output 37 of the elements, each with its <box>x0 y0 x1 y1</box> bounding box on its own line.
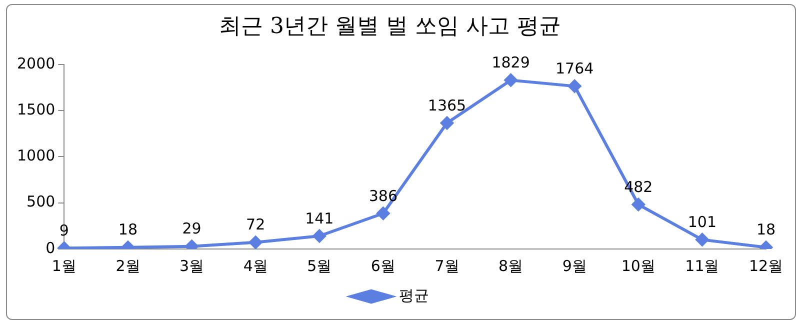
x-tick-label: 10월 <box>621 256 656 275</box>
data-label: 141 <box>305 209 334 228</box>
data-label: 29 <box>182 220 202 238</box>
x-tick-label: 12월 <box>748 256 784 275</box>
point <box>696 233 709 246</box>
data-label: 1764 <box>556 60 594 78</box>
point <box>632 198 645 212</box>
legend-label: 평균 <box>398 286 429 304</box>
data-label: 1365 <box>428 96 466 114</box>
x-tick-label: 1월 <box>52 256 76 275</box>
y-tick-label: 0 <box>46 238 56 257</box>
y-tick-label: 2000 <box>16 54 56 72</box>
point <box>568 80 582 93</box>
x-tick-label: 4월 <box>243 256 268 275</box>
point <box>376 206 390 220</box>
data-label: 18 <box>756 220 776 239</box>
data-label: 1829 <box>492 54 530 72</box>
x-tick-label: 6월 <box>370 256 396 275</box>
data-label: 101 <box>688 213 717 232</box>
data-label: 9 <box>59 222 69 240</box>
y-tick-label: 500 <box>26 192 56 211</box>
x-tick-label: 2월 <box>116 256 140 275</box>
chart-title: 최근 3년간 월별 벌 쏘임 사고 평균 <box>219 14 561 39</box>
point <box>504 74 518 87</box>
x-tick-label: 3월 <box>180 256 204 275</box>
point <box>440 116 454 130</box>
y-tick-label: 1500 <box>16 100 56 118</box>
x-tick-label: 7월 <box>434 256 460 275</box>
y-tick-label: 1000 <box>16 146 56 165</box>
x-tick-label: 8월 <box>498 256 524 275</box>
x-tick-label: 9월 <box>562 256 587 275</box>
point <box>312 229 326 242</box>
x-tick-label: 5월 <box>307 256 332 275</box>
data-label: 18 <box>118 220 138 239</box>
data-label: 72 <box>246 216 266 234</box>
x-tick-label: 11월 <box>685 256 720 275</box>
point <box>249 236 262 249</box>
